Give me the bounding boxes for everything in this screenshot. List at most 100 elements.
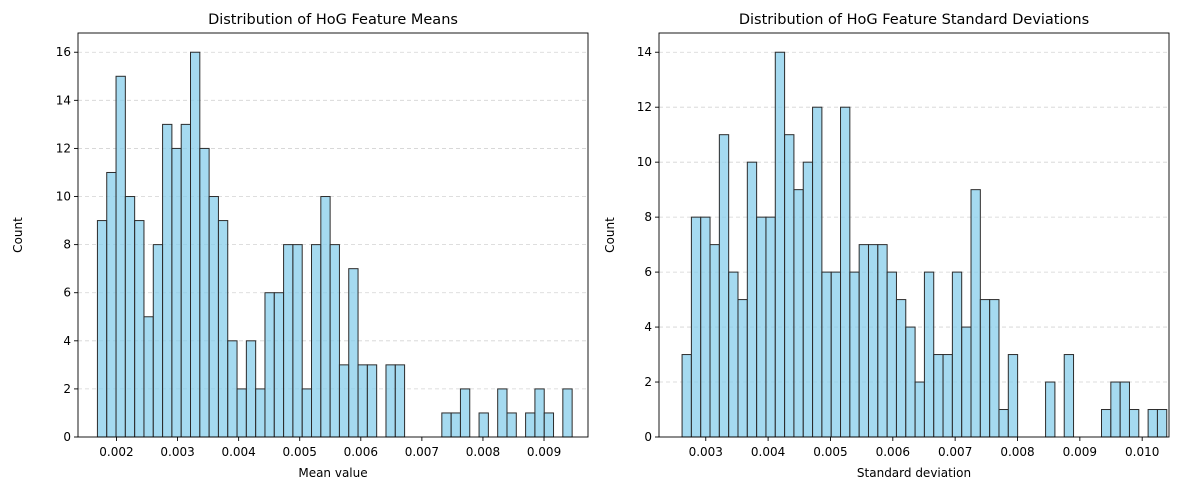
- histogram-bar: [348, 268, 359, 438]
- x-axis-label: Standard deviation: [857, 466, 971, 480]
- histogram-bar: [543, 412, 555, 438]
- histogram-bar: [802, 161, 814, 438]
- histogram-bar: [812, 106, 823, 438]
- chart-stddevs: Distribution of HoG Feature Standard Dev…: [603, 12, 1170, 480]
- histogram-bar: [933, 354, 944, 438]
- histogram-bar: [152, 244, 164, 438]
- histogram-bar: [793, 189, 804, 438]
- x-tick-label: 0.009: [1063, 445, 1097, 459]
- y-tick-label: 14: [637, 45, 652, 59]
- histogram-bar: [459, 388, 471, 438]
- histogram-bar: [236, 388, 247, 438]
- histogram-bar: [681, 354, 692, 438]
- y-tick-label: 12: [56, 141, 71, 155]
- histogram-bar: [329, 244, 340, 438]
- histogram-bar: [366, 364, 378, 438]
- y-tick-label: 2: [63, 382, 71, 396]
- histogram-bar: [143, 316, 154, 438]
- histogram-bar: [171, 147, 182, 438]
- histogram-bar: [115, 75, 126, 438]
- histogram-bar: [1128, 409, 1140, 438]
- histogram-bar: [886, 271, 897, 438]
- x-tick-label: 0.008: [466, 445, 500, 459]
- histogram-bar: [765, 216, 776, 438]
- y-tick-label: 10: [56, 190, 71, 204]
- histogram-bar: [385, 364, 396, 438]
- bars: [681, 51, 1168, 438]
- histogram-bar: [245, 340, 257, 438]
- y-tick-label: 6: [644, 265, 652, 279]
- histogram-bar: [923, 271, 935, 438]
- histogram-bar: [96, 220, 108, 438]
- histogram-bar: [895, 299, 907, 438]
- x-tick-label: 0.006: [344, 445, 378, 459]
- x-tick-label: 0.005: [813, 445, 847, 459]
- histogram-bar: [728, 271, 739, 438]
- x-tick-label: 0.007: [938, 445, 972, 459]
- histogram-bar: [357, 364, 368, 438]
- histogram-bar: [709, 244, 720, 438]
- x-tick-label: 0.003: [689, 445, 723, 459]
- histogram-bar: [506, 412, 517, 438]
- histogram-bar: [718, 134, 730, 438]
- histogram-bar: [1147, 409, 1158, 438]
- histogram-bar: [394, 364, 406, 438]
- y-tick-label: 4: [63, 334, 71, 348]
- histogram-bar: [450, 412, 461, 438]
- histogram-bar: [690, 216, 702, 438]
- histogram-bar: [1063, 354, 1075, 438]
- histogram-bar: [190, 51, 201, 438]
- histogram-bar: [217, 220, 229, 438]
- histogram-bar: [746, 161, 758, 438]
- histogram-bar: [830, 271, 842, 438]
- histogram-bar: [283, 244, 294, 438]
- x-axis-label: Mean value: [298, 466, 367, 480]
- x-tick-label: 0.004: [221, 445, 255, 459]
- histogram-bar: [1045, 381, 1056, 438]
- histogram-bar: [227, 340, 238, 438]
- y-tick-label: 0: [63, 430, 71, 444]
- histogram-bar: [1156, 409, 1168, 438]
- histogram-bar: [441, 412, 452, 438]
- y-tick-label: 4: [644, 320, 652, 334]
- histogram-bar: [497, 388, 508, 438]
- y-tick-label: 16: [56, 45, 71, 59]
- histogram-bar: [208, 196, 219, 438]
- histogram-bar: [478, 412, 489, 438]
- histogram-bar: [951, 271, 963, 438]
- histogram-bar: [106, 171, 117, 438]
- x-tick-label: 0.002: [99, 445, 133, 459]
- x-tick-label: 0.007: [405, 445, 439, 459]
- histogram-bar: [914, 381, 925, 438]
- histogram-bar: [700, 216, 711, 438]
- histogram-bar: [877, 244, 888, 438]
- ticks: 0 2 4 6 8 10 12 14 0.003 0.004 0.005 0.006 0.007 0.00…: [637, 45, 1160, 459]
- histogram-bar: [737, 299, 748, 438]
- histogram-bar: [998, 409, 1009, 438]
- y-tick-label: 8: [63, 238, 71, 252]
- histogram-bar: [134, 220, 145, 438]
- chart-title: Distribution of HoG Feature Standard Dev…: [739, 12, 1089, 28]
- histogram-bar: [784, 134, 795, 438]
- histogram-bar: [199, 147, 210, 438]
- y-axis-label: Count: [11, 217, 25, 253]
- y-tick-label: 8: [644, 210, 652, 224]
- histogram-bar: [562, 388, 573, 438]
- x-tick-label: 0.005: [283, 445, 317, 459]
- histogram-bar: [1119, 381, 1130, 438]
- chart-means: Distribution of HoG Feature Means 0 2 4 6 8 1…: [11, 12, 589, 480]
- histogram-bar: [840, 106, 851, 438]
- histogram-bar: [292, 244, 303, 438]
- histogram-bar: [756, 216, 767, 438]
- y-axis-label: Count: [603, 217, 617, 253]
- histogram-bar: [989, 299, 1000, 438]
- histogram-bar: [867, 244, 879, 438]
- chart-title: Distribution of HoG Feature Means: [208, 12, 458, 28]
- histogram-bar: [180, 123, 192, 438]
- y-tick-label: 10: [637, 155, 652, 169]
- plot-frame: [77, 32, 589, 438]
- histogram-bar: [162, 123, 173, 438]
- histogram-bar: [1110, 381, 1121, 438]
- histogram-bar: [124, 196, 136, 438]
